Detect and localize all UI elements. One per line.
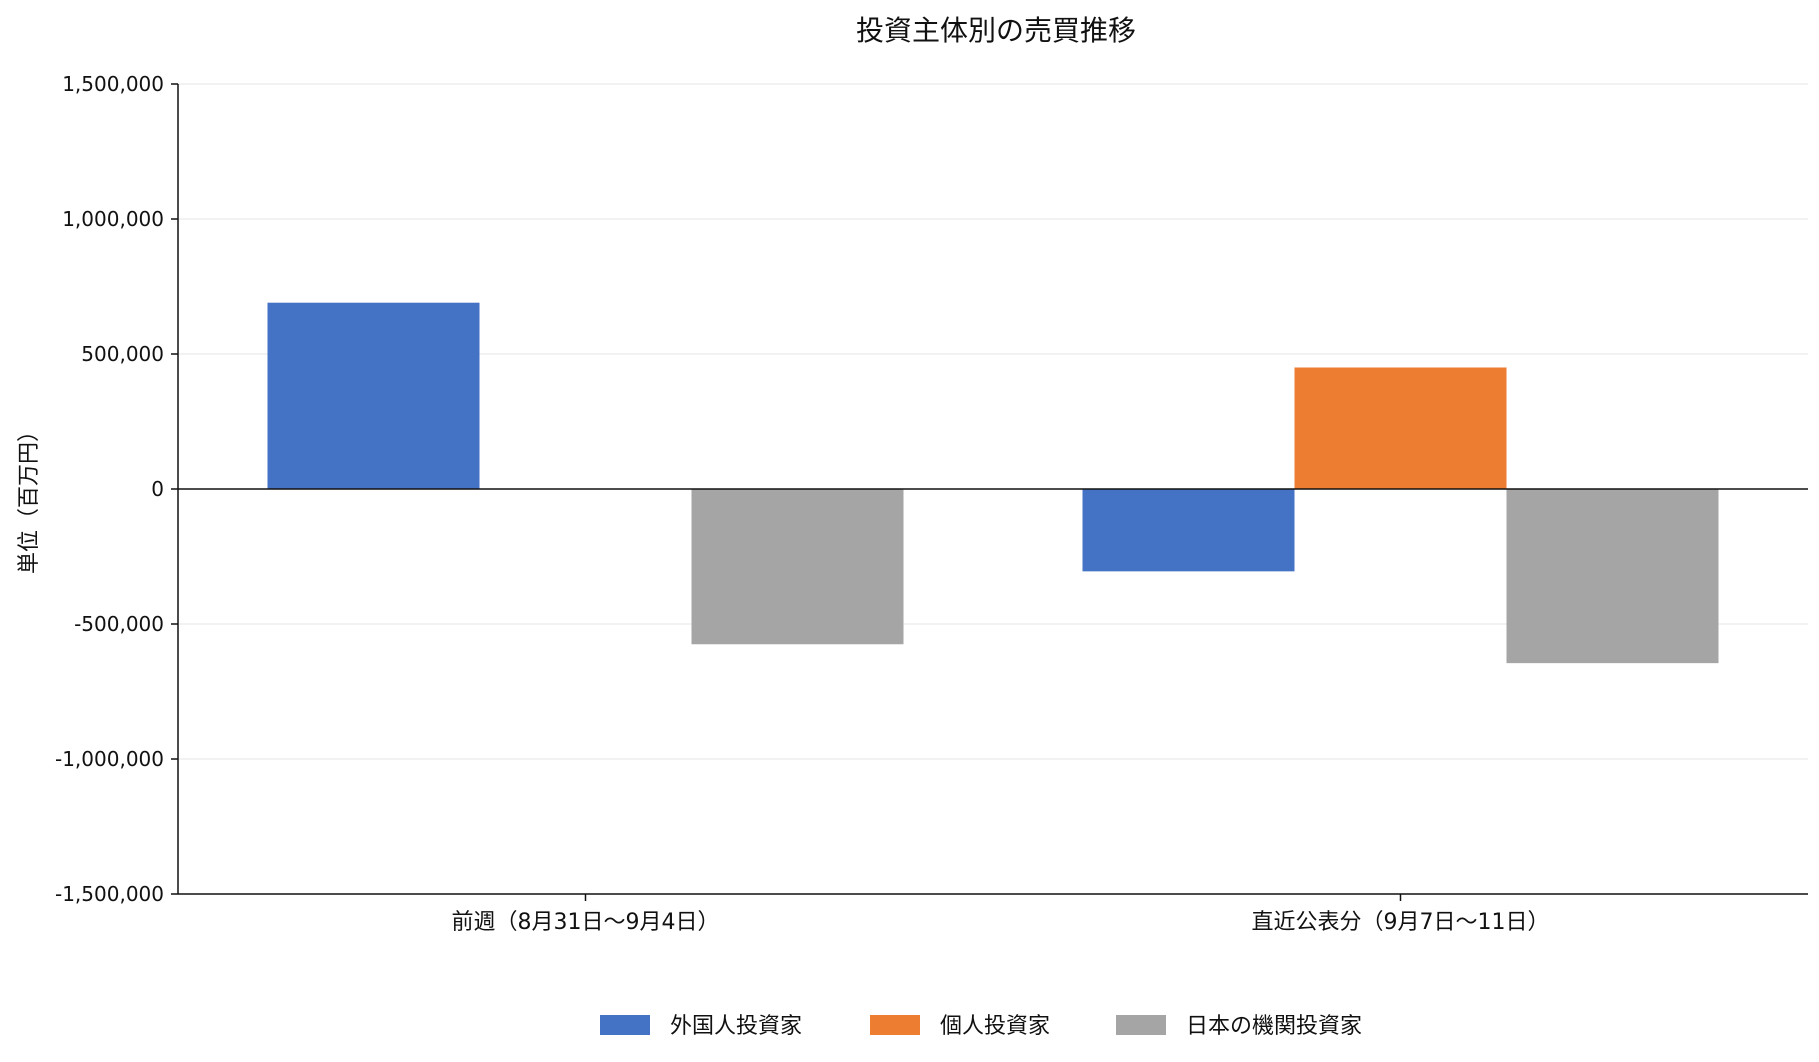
y-tick-labels: -1,500,000 -1,000,000 -500,000 0 500,000 1,00…: [55, 72, 164, 906]
legend-item: 日本の機関投資家: [1116, 1014, 1362, 1039]
x-category-label: 前週（8月31日～9月4日）: [452, 910, 720, 935]
y-axis-title: 単位（百万円）: [17, 420, 42, 574]
bar-1-2: [1082, 489, 1295, 572]
x-category-label: 直近公表分（9月7日～11日）: [1252, 910, 1550, 935]
axes: [171, 83, 1808, 901]
y-tick-label: 500,000: [81, 342, 164, 366]
bar-1-1: [267, 302, 480, 489]
bars: [178, 302, 1808, 664]
y-tick-label: -1,500,000: [55, 882, 164, 906]
legend: 外国人投資家 個人投資家 日本の機関投資家: [600, 1014, 1362, 1039]
bar-3-2: [1506, 489, 1719, 664]
legend-label: 外国人投資家: [670, 1014, 802, 1039]
y-tick-label: 1,500,000: [62, 72, 164, 96]
bar-2-2: [1294, 367, 1507, 489]
legend-item: 個人投資家: [870, 1014, 1050, 1039]
y-tick-label: 1,000,000: [62, 207, 164, 231]
legend-item: 外国人投資家: [600, 1014, 802, 1039]
legend-label: 個人投資家: [940, 1014, 1050, 1039]
bar-3-1: [691, 489, 904, 645]
legend-swatch: [600, 1015, 650, 1035]
y-tick-label: -1,000,000: [55, 747, 164, 771]
legend-label: 日本の機関投資家: [1186, 1014, 1362, 1039]
y-tick-label: 0: [151, 477, 164, 501]
y-tick-label: -500,000: [74, 612, 164, 636]
x-category-labels: 前週（8月31日～9月4日） 直近公表分（9月7日～11日）: [452, 910, 1550, 935]
legend-swatch: [1116, 1015, 1166, 1035]
legend-swatch: [870, 1015, 920, 1035]
chart-title: 投資主体別の売買推移: [856, 14, 1136, 47]
